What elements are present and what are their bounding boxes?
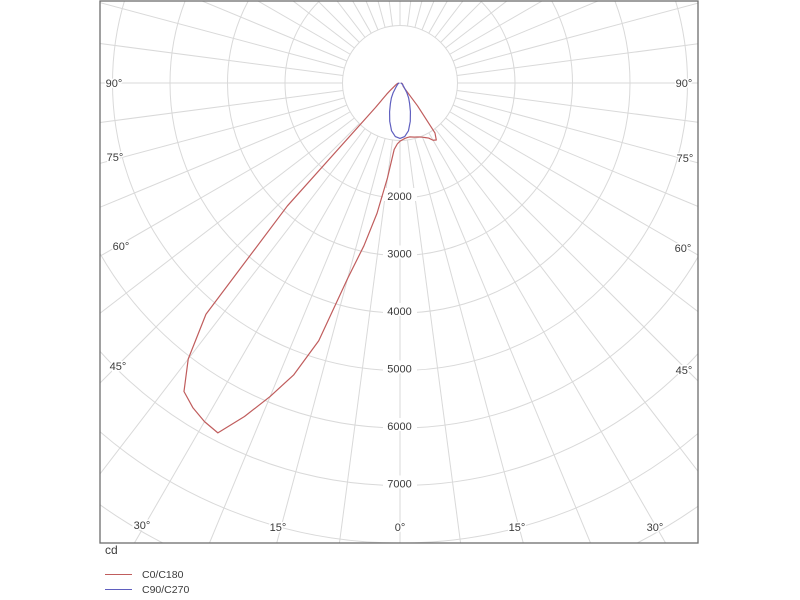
ring-circle: [342, 25, 458, 141]
radial-grid-line: [440, 123, 698, 382]
radial-grid-line: [428, 132, 667, 543]
radial-grid-line: [100, 90, 344, 124]
radial-grid-line: [452, 104, 698, 207]
angle-tick-label: 30°: [647, 522, 664, 534]
radial-grid-line: [434, 128, 698, 473]
radial-tick-label: 3000: [387, 249, 411, 261]
legend-item-c90-c270: C90/C270: [105, 582, 189, 597]
radial-grid-line: [452, 1, 600, 62]
angle-tick-label: 60°: [675, 243, 692, 255]
angle-tick-label: 30°: [134, 520, 151, 532]
radial-grid-line: [407, 139, 462, 543]
legend-item-label: C90/C270: [142, 583, 190, 596]
radial-tick-label-bg: [383, 188, 417, 201]
radial-grid-line: [365, 1, 379, 31]
unit-label: cd: [105, 543, 118, 557]
radial-grid-line: [455, 2, 698, 69]
angle-tick-label: 45°: [110, 361, 127, 373]
radial-tick-label-bg: [383, 303, 417, 316]
radial-grid-line: [100, 111, 351, 257]
radial-grid-line: [100, 97, 345, 164]
radial-grid-line: [421, 1, 435, 31]
legend-item-label: C0/C180: [142, 568, 184, 581]
angle-tick-label: 60°: [113, 241, 130, 253]
angle-tick-label: 75°: [677, 153, 694, 165]
angle-tick-label: 0°: [395, 522, 406, 534]
radial-grid-line: [100, 123, 360, 384]
angle-tick-label: 15°: [270, 522, 287, 534]
radial-grid-line: [440, 1, 483, 43]
radial-tick-label-bg: [383, 360, 417, 374]
plot-border: [99, 0, 699, 544]
radial-tick-label: 4000: [387, 306, 411, 318]
chart-legend: cd C0/C180 C90/C270: [105, 544, 189, 597]
radial-tick-label: 7000: [387, 479, 411, 491]
radial-grid-line: [100, 2, 345, 69]
radial-grid-line: [338, 139, 393, 543]
radial-tick-label-bg: [383, 418, 417, 431]
radial-tick-label-bg: [383, 245, 417, 259]
radial-grid-line: [133, 132, 372, 543]
legend-item-c0-c180: C0/C180: [105, 567, 189, 582]
c90-c270-line-swatch: [105, 589, 132, 590]
radial-grid-line: [208, 135, 379, 543]
angle-tick-label: 90°: [676, 78, 693, 90]
radial-tick-label-bg: [383, 475, 417, 489]
radial-grid-line: [456, 43, 698, 76]
angle-tick-label: 75°: [107, 152, 124, 164]
angle-tick-label: 90°: [106, 78, 123, 90]
radial-grid-line: [276, 138, 386, 543]
radial-grid-line: [445, 117, 698, 313]
radial-grid-line: [449, 1, 544, 55]
curve-c90-c270: [388, 82, 412, 140]
radial-grid-line: [100, 104, 348, 208]
radial-grid-line: [256, 1, 351, 55]
radial-tick-label: 6000: [387, 421, 411, 433]
radial-grid-line: [421, 135, 592, 543]
radial-grid-line: [317, 1, 360, 43]
c0-c180-line-swatch: [105, 574, 132, 575]
radial-grid-line: [100, 117, 355, 314]
radial-grid-line: [414, 138, 524, 543]
angle-tick-label: 15°: [509, 522, 526, 534]
radial-tick-label: 5000: [387, 364, 411, 376]
angle-tick-label: 45°: [676, 365, 693, 377]
radial-grid-line: [449, 111, 698, 256]
radial-tick-label: 2000: [387, 191, 411, 203]
radial-grid-line: [455, 97, 698, 164]
radial-grid-line: [200, 1, 348, 62]
radial-grid-line: [100, 42, 344, 76]
radial-grid-line: [456, 90, 698, 123]
